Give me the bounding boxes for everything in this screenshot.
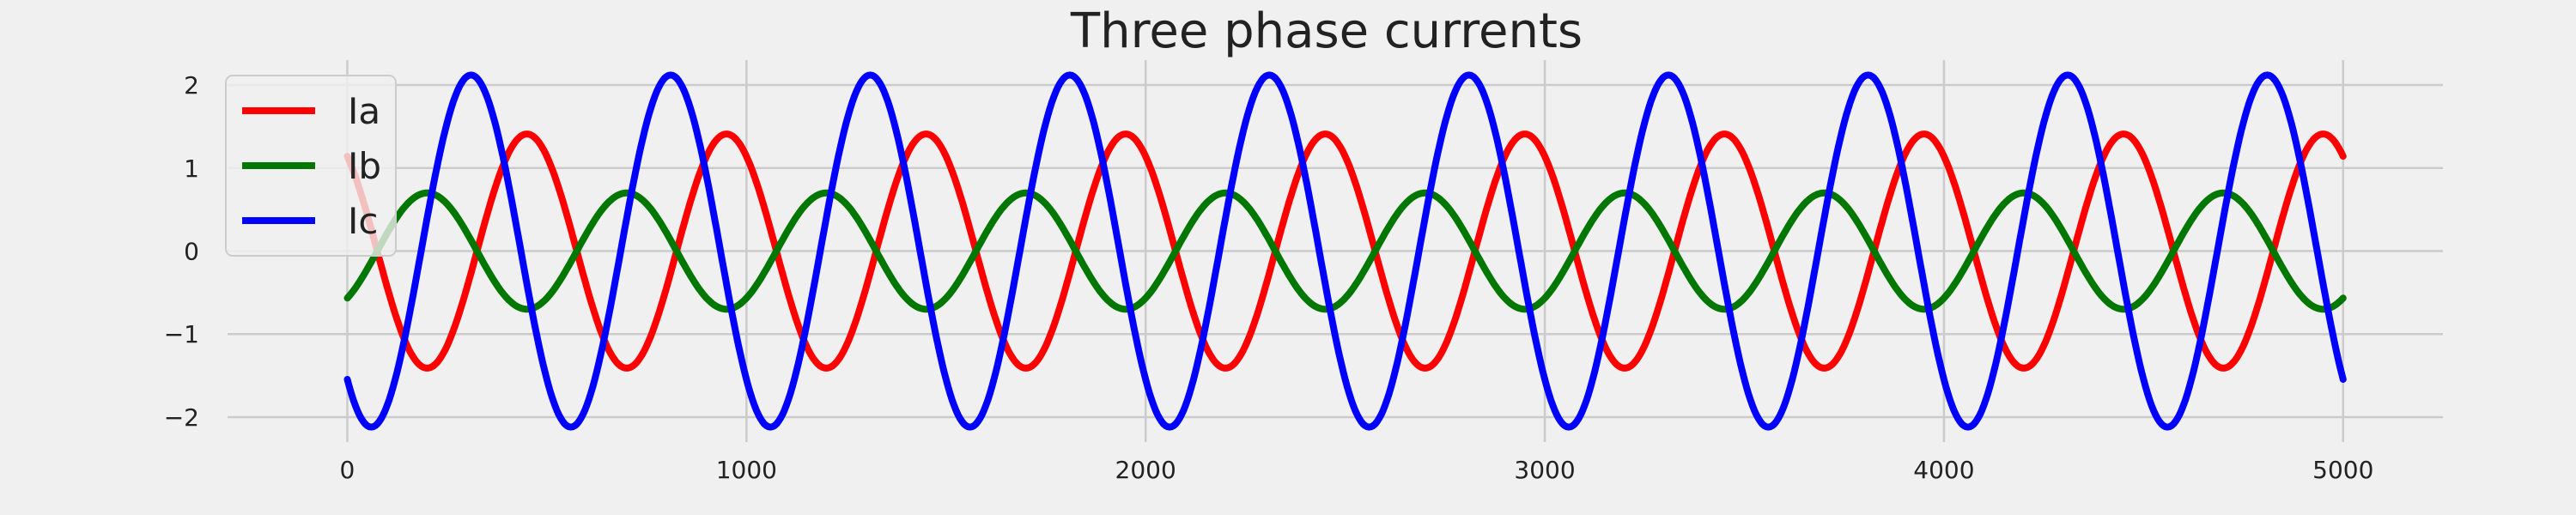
y-tick-label: 1 <box>184 154 199 183</box>
x-tick-label: 5000 <box>2312 456 2373 484</box>
y-tick-label: −2 <box>164 403 199 432</box>
series-line-ic <box>343 71 2347 431</box>
series-line-ia <box>343 130 2347 372</box>
legend-label: Ia <box>348 90 380 132</box>
y-tick-label: −1 <box>164 320 199 348</box>
ticks: 0 1000 2000 3000 4000 5000 2 1 0 −1 −2 <box>164 71 2374 484</box>
series <box>343 71 2347 431</box>
legend: Ia Ib Ic <box>225 75 397 257</box>
x-tick-label: 0 <box>340 456 355 484</box>
x-tick-label: 3000 <box>1514 456 1575 484</box>
series-line-ib <box>343 189 2347 313</box>
y-tick-label: 0 <box>184 238 199 266</box>
chart-title: Three phase currents <box>1070 3 1583 59</box>
legend-label: Ib <box>348 145 381 187</box>
y-tick-label: 2 <box>184 71 199 100</box>
x-tick-label: 2000 <box>1115 456 1176 484</box>
x-tick-label: 4000 <box>1913 456 1974 484</box>
x-tick-label: 1000 <box>716 456 777 484</box>
legend-label: Ic <box>348 200 378 242</box>
